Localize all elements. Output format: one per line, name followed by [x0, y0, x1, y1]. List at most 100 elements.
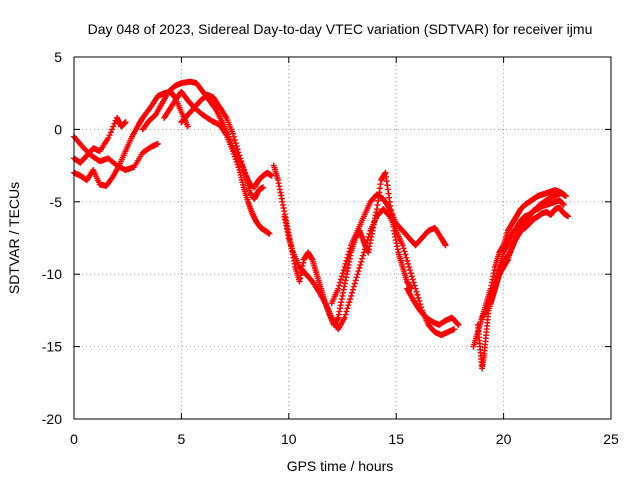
data-point	[229, 130, 236, 137]
x-tick-label: 25	[603, 431, 619, 447]
data-point	[266, 230, 273, 237]
series-track-8	[281, 206, 458, 339]
series-track-14	[470, 187, 567, 350]
data-point	[111, 120, 118, 127]
data-point	[337, 279, 344, 286]
axis-ticks: 0 5 10 15 20 25 -20 -15 -10 -5 0 5	[42, 49, 619, 447]
data-point	[412, 285, 419, 292]
data-point	[342, 311, 349, 318]
data-point	[346, 299, 353, 306]
data-point	[366, 230, 373, 237]
data-point	[239, 161, 246, 168]
data-point	[352, 277, 359, 284]
data-point	[109, 126, 116, 133]
data-point	[402, 251, 409, 258]
series-track-12	[479, 197, 567, 321]
y-tick-label: -15	[42, 339, 62, 355]
data-point	[347, 245, 354, 252]
data-point	[356, 264, 363, 271]
plot-frame	[73, 56, 612, 420]
data-point	[353, 274, 360, 281]
data-point	[234, 146, 241, 153]
data-point	[360, 252, 367, 259]
data-point	[107, 129, 114, 136]
data-point	[442, 242, 449, 249]
data-point	[344, 254, 351, 261]
series-track-9	[328, 191, 449, 307]
data-point	[106, 132, 113, 139]
y-axis-label: SDTVAR / TECUs	[6, 182, 22, 294]
data-point	[365, 233, 372, 240]
data-point	[350, 283, 357, 290]
data-point	[354, 271, 361, 278]
y-tick-label: 5	[54, 49, 62, 65]
data-point	[411, 282, 418, 289]
data-point	[359, 255, 366, 262]
x-tick-label: 15	[388, 431, 404, 447]
x-tick-label: 10	[281, 431, 297, 447]
data-point	[343, 257, 350, 264]
data-point	[404, 257, 411, 264]
data-point	[413, 288, 420, 295]
series-track-6	[178, 91, 267, 202]
data-point	[409, 276, 416, 283]
data-point	[105, 135, 112, 142]
y-tick-label: -20	[42, 411, 62, 427]
data-point	[260, 184, 267, 191]
data-point	[358, 258, 365, 265]
x-tick-label: 5	[178, 431, 186, 447]
data-point	[351, 280, 358, 287]
data-point	[357, 261, 364, 268]
data-point	[345, 302, 352, 309]
data-point	[360, 249, 367, 256]
data-point	[335, 285, 342, 292]
data-point	[403, 254, 410, 261]
data-point	[364, 237, 371, 244]
data-point	[362, 243, 369, 250]
x-tick-label: 0	[70, 431, 78, 447]
data-point	[336, 282, 343, 289]
data-point	[237, 155, 244, 162]
data-point	[361, 246, 368, 253]
data-point	[211, 104, 218, 111]
data-point	[268, 172, 275, 179]
data-point	[455, 321, 462, 328]
data-point	[349, 286, 356, 293]
x-axis-label: GPS time / hours	[287, 458, 394, 474]
data-point	[240, 166, 247, 173]
data-point	[407, 267, 414, 274]
data-point	[122, 119, 129, 126]
data-point	[406, 263, 413, 270]
data-point	[344, 305, 351, 312]
data-point	[236, 152, 243, 159]
data-point	[454, 320, 461, 327]
data-point	[343, 308, 350, 315]
data-point	[408, 273, 415, 280]
x-tick-label: 20	[496, 431, 512, 447]
data-point	[410, 279, 417, 286]
data-point	[230, 133, 237, 140]
data-point	[363, 240, 370, 247]
data-point	[342, 260, 349, 267]
data-point	[414, 291, 421, 298]
data-point	[110, 123, 117, 130]
data-point	[345, 251, 352, 258]
data-point	[232, 140, 239, 147]
y-tick-label: 0	[54, 121, 62, 137]
data-point	[346, 248, 353, 255]
data-point	[154, 140, 161, 147]
data-point	[349, 289, 356, 296]
series-track-2	[71, 114, 129, 166]
data-point	[400, 245, 407, 252]
data-point	[565, 213, 572, 220]
data-point	[340, 267, 347, 274]
data-point	[407, 270, 414, 277]
data-point	[347, 296, 354, 303]
data-point	[355, 268, 362, 275]
data-point	[233, 143, 240, 150]
data-point	[184, 123, 191, 130]
data-point	[405, 260, 412, 267]
data-point	[451, 326, 458, 333]
